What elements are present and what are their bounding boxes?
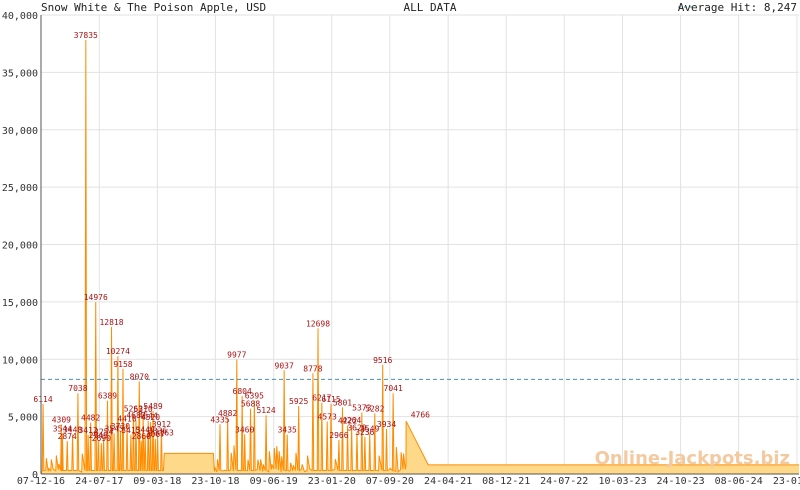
x-tick-label: 07-12-16 xyxy=(17,476,65,487)
hit-value-label: 2860 xyxy=(132,432,151,441)
x-tick-label: 24-07-17 xyxy=(75,476,123,487)
hit-value-label: 2949 xyxy=(89,431,108,440)
hit-value-label: 3544 xyxy=(53,424,72,433)
x-tick-label: 24-04-21 xyxy=(424,476,472,487)
x-tick-label: 09-03-18 xyxy=(133,476,181,487)
hit-value-label: 3412 xyxy=(78,426,97,435)
x-tick-label: 08-12-21 xyxy=(482,476,530,487)
hit-value-label: 4687 xyxy=(126,411,145,420)
hit-value-label: 4309 xyxy=(52,416,71,425)
y-tick-label: 35,000 xyxy=(2,68,38,79)
hit-value-label: 6115 xyxy=(321,395,340,404)
x-tick-label: 24-10-23 xyxy=(657,476,705,487)
hit-value-label: 9037 xyxy=(275,361,294,370)
hit-value-label: 6395 xyxy=(245,392,264,401)
hit-value-label: 4410 xyxy=(117,414,136,423)
hit-value-label: 5282 xyxy=(365,404,384,413)
history-line xyxy=(40,39,799,475)
hit-value-label: 3460 xyxy=(235,425,254,434)
hit-value-label: 3934 xyxy=(377,420,396,429)
hit-value-label: 3415 xyxy=(121,426,140,435)
hit-value-label: 9977 xyxy=(227,351,246,360)
hit-value-label: 2874 xyxy=(58,432,77,441)
hit-value-label: 3067 xyxy=(146,430,165,439)
hit-value-label: 4264 xyxy=(342,416,361,425)
y-tick-label: 15,000 xyxy=(2,298,38,309)
average-legend-label: Average Hit: 8,247 xyxy=(678,1,797,14)
hit-value-label: 5489 xyxy=(143,402,162,411)
hit-value-label: 14976 xyxy=(84,293,108,302)
hit-value-label: 7041 xyxy=(384,384,403,393)
hit-value-label: 3912 xyxy=(152,420,171,429)
range-label: ALL DATA xyxy=(404,1,457,14)
hit-value-label: 4882 xyxy=(218,409,237,418)
hit-value-label: 2690 xyxy=(92,434,111,443)
watermark: Online-Jackpots.biz xyxy=(595,448,790,469)
hit-value-label: 3545 xyxy=(104,424,123,433)
hit-value-label: 9516 xyxy=(373,356,392,365)
hit-value-label: 4573 xyxy=(318,413,337,422)
hit-value-label: 4482 xyxy=(81,414,100,423)
y-tick-label: 25,000 xyxy=(2,183,38,194)
hit-value-label: 3549 xyxy=(360,424,379,433)
hit-value-label: 3336 xyxy=(148,427,167,436)
x-tick-label: 07-09-20 xyxy=(366,476,414,487)
x-tick-label: 23-01-25 xyxy=(773,476,800,487)
hit-value-label: 5801 xyxy=(333,398,352,407)
hit-value-label: 3629 xyxy=(347,423,366,432)
y-tick-label: 20,000 xyxy=(2,241,38,252)
hit-value-label: 6217 xyxy=(312,394,331,403)
hit-value-label: 5688 xyxy=(241,400,260,409)
hit-value-label: 3254 xyxy=(94,428,113,437)
hit-value-label: 8778 xyxy=(303,364,322,373)
hit-value-label: 3435 xyxy=(278,426,297,435)
hit-value-label: 5124 xyxy=(256,406,275,415)
x-tick-label: 08-06-24 xyxy=(715,476,763,487)
hit-value-label: 2966 xyxy=(329,431,348,440)
hit-value-label: 8070 xyxy=(130,372,149,381)
hit-value-label: 5263 xyxy=(124,405,143,414)
hit-value-label: 4335 xyxy=(210,415,229,424)
y-tick-label: 30,000 xyxy=(2,126,38,137)
hit-value-label: 12698 xyxy=(306,319,330,328)
hit-value-label: 3448 xyxy=(63,425,82,434)
hit-value-label: 4222 xyxy=(338,417,357,426)
y-tick-label: 10,000 xyxy=(2,355,38,366)
hit-value-label: 4644 xyxy=(139,412,158,421)
game-title: Snow White & The Poison Apple, USD xyxy=(41,1,266,14)
history-area xyxy=(40,39,799,475)
x-tick-label: 24-07-22 xyxy=(540,476,588,487)
y-tick-label: 40,000 xyxy=(2,11,38,22)
hit-value-label: 10274 xyxy=(106,347,130,356)
hit-value-label: 5373 xyxy=(352,403,371,412)
hit-value-label: 7038 xyxy=(68,384,87,393)
hit-value-label: 3236 xyxy=(355,428,374,437)
x-tick-label: 23-01-20 xyxy=(308,476,356,487)
hit-value-label: 6389 xyxy=(98,392,117,401)
hit-value-label: 6114 xyxy=(33,395,52,404)
y-tick-label: 0 xyxy=(32,470,38,481)
hit-value-label: 5210 xyxy=(133,405,152,414)
x-tick-label: 23-10-18 xyxy=(191,476,239,487)
hit-value-label: 5925 xyxy=(289,397,308,406)
hit-value-label: 6804 xyxy=(233,387,252,396)
hit-value-label: 3730 xyxy=(111,422,130,431)
hit-value-label: 9158 xyxy=(113,360,132,369)
hit-value-label: 4766 xyxy=(411,410,430,419)
hit-value-label: 3163 xyxy=(155,429,174,438)
x-tick-label: 10-03-23 xyxy=(598,476,646,487)
hit-value-label: 3449 xyxy=(136,425,155,434)
x-tick-label: 09-06-19 xyxy=(250,476,298,487)
hit-value-label: 4520 xyxy=(141,413,160,422)
y-tick-label: 5,000 xyxy=(8,413,38,424)
hit-value-label: 12818 xyxy=(99,318,123,327)
hit-value-label: 37835 xyxy=(74,31,98,40)
axes: 0 5,000 10,000 15,000 20,000 25,000 30,000 35,0… xyxy=(2,11,800,487)
